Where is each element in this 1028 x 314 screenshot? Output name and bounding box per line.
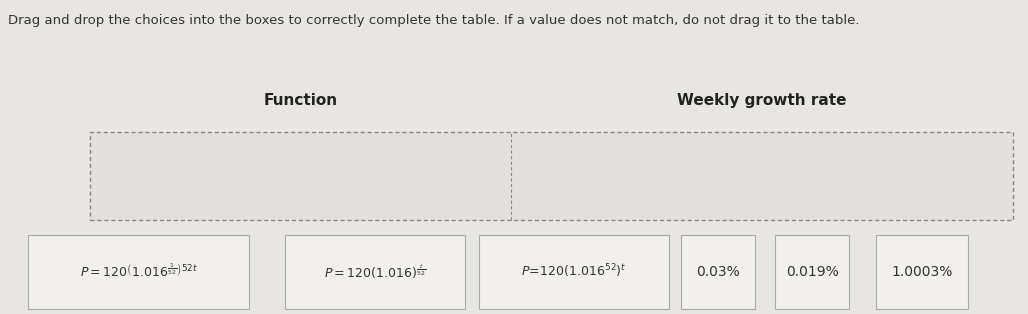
Text: $P=120\left(1.016^{\frac{1}{52}}\right)^{52t}$: $P=120\left(1.016^{\frac{1}{52}}\right)^… [80, 263, 197, 280]
FancyBboxPatch shape [681, 235, 755, 308]
FancyBboxPatch shape [876, 235, 968, 308]
FancyBboxPatch shape [90, 132, 1013, 220]
Text: $P=120(1.016)^{\frac{t}{52}}$: $P=120(1.016)^{\frac{t}{52}}$ [324, 263, 427, 281]
Text: Weekly growth rate: Weekly growth rate [677, 93, 846, 108]
FancyBboxPatch shape [285, 235, 465, 308]
Text: Drag and drop the choices into the boxes to correctly complete the table. If a v: Drag and drop the choices into the boxes… [8, 14, 859, 27]
FancyBboxPatch shape [29, 235, 249, 308]
Text: $P\!=\!120\left(1.016^{52}\right)^{t}$: $P\!=\!120\left(1.016^{52}\right)^{t}$ [521, 263, 626, 280]
Text: Function: Function [263, 93, 338, 108]
Text: 0.019%: 0.019% [785, 265, 839, 279]
FancyBboxPatch shape [775, 235, 849, 308]
Text: 0.03%: 0.03% [696, 265, 739, 279]
FancyBboxPatch shape [479, 235, 669, 308]
Text: 1.0003%: 1.0003% [891, 265, 953, 279]
